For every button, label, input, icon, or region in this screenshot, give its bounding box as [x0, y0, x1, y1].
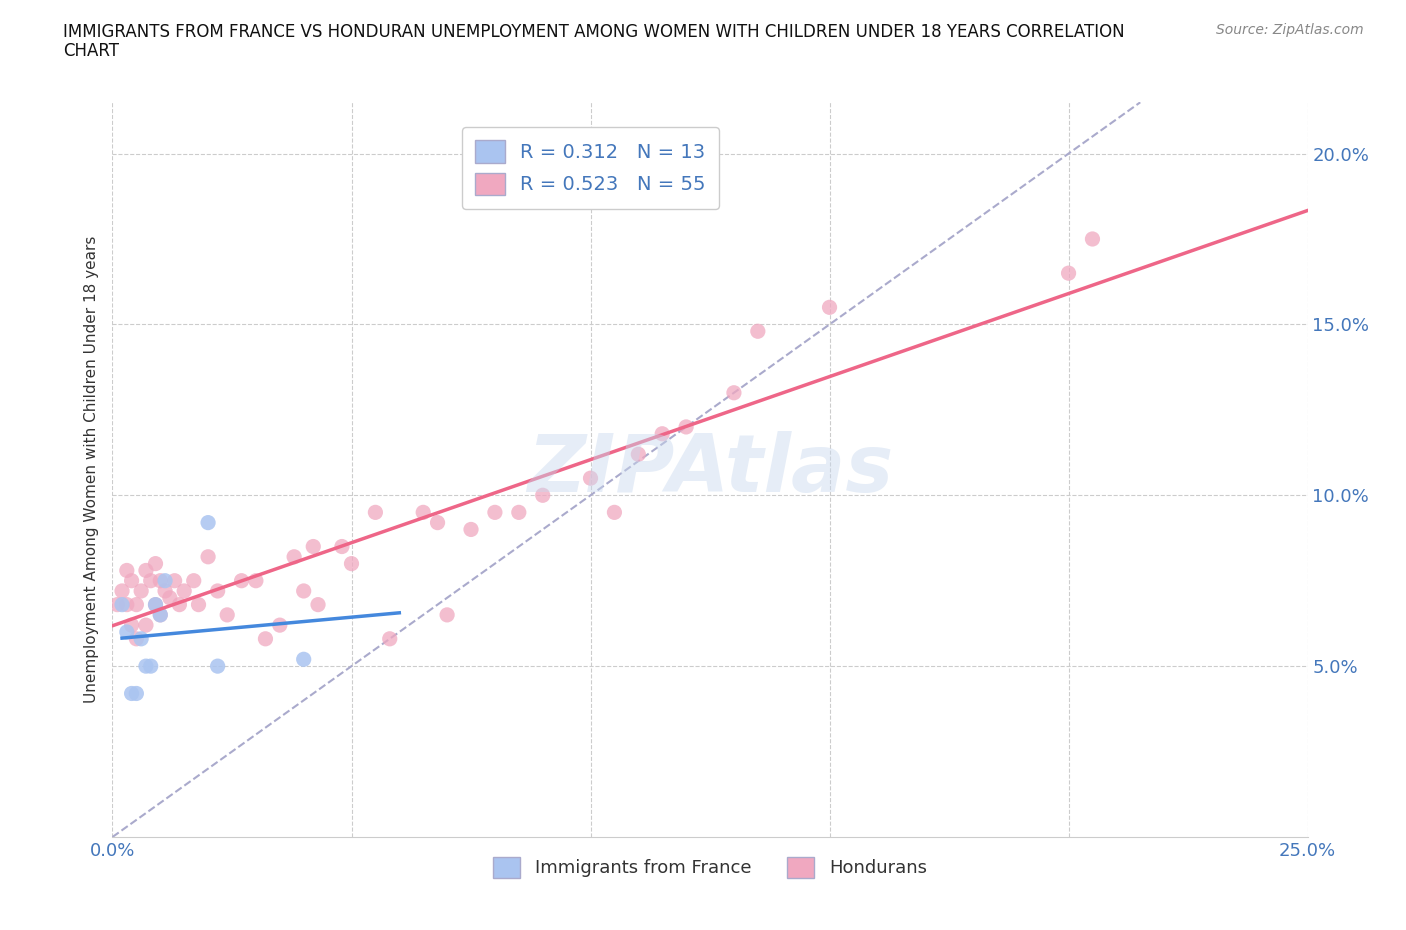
- Point: [340, 556, 363, 571]
- Point: [302, 539, 325, 554]
- Point: [139, 658, 162, 673]
- Point: [269, 618, 291, 632]
- Text: IMMIGRANTS FROM FRANCE VS HONDURAN UNEMPLOYMENT AMONG WOMEN WITH CHILDREN UNDER : IMMIGRANTS FROM FRANCE VS HONDURAN UNEMP…: [63, 23, 1125, 41]
- Point: [330, 539, 353, 554]
- Point: [159, 591, 181, 605]
- Point: [460, 522, 482, 537]
- Point: [169, 597, 191, 612]
- Y-axis label: Unemployment Among Women with Children Under 18 years: Unemployment Among Women with Children U…: [83, 236, 98, 703]
- Point: [1081, 232, 1104, 246]
- Point: [412, 505, 434, 520]
- Point: [139, 573, 162, 588]
- Point: [115, 563, 138, 578]
- Point: [484, 505, 506, 520]
- Point: [145, 556, 167, 571]
- Point: [125, 597, 148, 612]
- Point: [651, 426, 673, 441]
- Point: [129, 583, 152, 598]
- Point: [231, 573, 253, 588]
- Point: [292, 583, 315, 598]
- Point: [135, 658, 157, 673]
- Point: [111, 597, 134, 612]
- Point: [217, 607, 239, 622]
- Point: [105, 597, 128, 612]
- Point: [579, 471, 602, 485]
- Point: [173, 583, 195, 598]
- Point: [1057, 266, 1080, 281]
- Point: [508, 505, 530, 520]
- Point: [129, 631, 152, 646]
- Point: [627, 446, 650, 461]
- Point: [364, 505, 387, 520]
- Point: [125, 686, 148, 701]
- Point: [111, 583, 134, 598]
- Point: [292, 652, 315, 667]
- Point: [723, 385, 745, 400]
- Point: [149, 573, 172, 588]
- Point: [115, 597, 138, 612]
- Text: ZIPAtlas: ZIPAtlas: [527, 431, 893, 509]
- Point: [121, 686, 143, 701]
- Point: [675, 419, 697, 434]
- Point: [307, 597, 329, 612]
- Point: [153, 573, 176, 588]
- Point: [197, 550, 219, 565]
- Point: [207, 583, 229, 598]
- Point: [149, 607, 172, 622]
- Point: [531, 488, 554, 503]
- Legend: Immigrants from France, Hondurans: Immigrants from France, Hondurans: [484, 848, 936, 886]
- Point: [145, 597, 167, 612]
- Point: [163, 573, 186, 588]
- Text: CHART: CHART: [63, 42, 120, 60]
- Point: [115, 625, 138, 640]
- Point: [747, 324, 769, 339]
- Point: [125, 631, 148, 646]
- Point: [121, 618, 143, 632]
- Point: [183, 573, 205, 588]
- Point: [153, 583, 176, 598]
- Point: [207, 658, 229, 673]
- Point: [135, 618, 157, 632]
- Point: [436, 607, 458, 622]
- Text: Source: ZipAtlas.com: Source: ZipAtlas.com: [1216, 23, 1364, 37]
- Point: [378, 631, 401, 646]
- Point: [283, 550, 305, 565]
- Point: [135, 563, 157, 578]
- Point: [121, 573, 143, 588]
- Point: [145, 597, 167, 612]
- Point: [254, 631, 277, 646]
- Point: [603, 505, 626, 520]
- Point: [818, 299, 841, 314]
- Point: [245, 573, 267, 588]
- Point: [149, 607, 172, 622]
- Point: [197, 515, 219, 530]
- Point: [187, 597, 209, 612]
- Point: [426, 515, 449, 530]
